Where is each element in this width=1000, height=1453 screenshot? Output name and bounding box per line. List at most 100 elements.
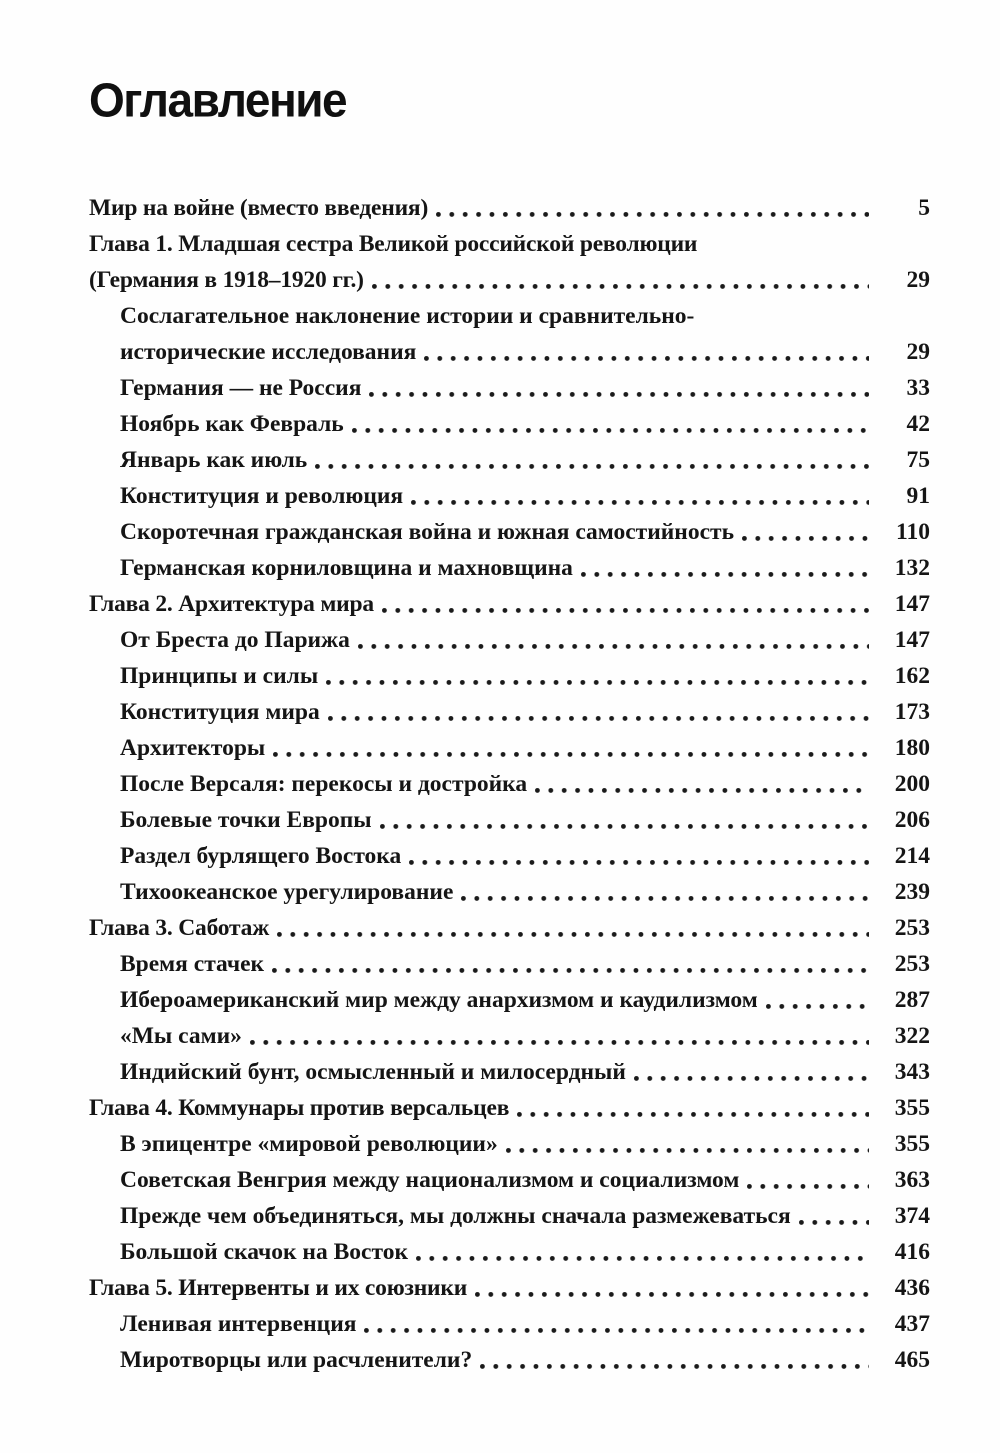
dot-leader	[580, 572, 869, 577]
toc-entry-text: Ноябрь как Февраль	[120, 411, 344, 437]
dot-leader	[249, 1040, 869, 1045]
dot-leader	[475, 1292, 869, 1297]
toc-entry: Советская Венгрия между национализмом и …	[89, 1162, 930, 1198]
toc-page-number: 436	[894, 1275, 930, 1301]
toc-entry: Сослагательное наклонение истории и срав…	[89, 298, 930, 334]
toc-entry: Глава 2. Архитектура мира 147	[89, 586, 930, 622]
dot-leader	[371, 284, 869, 289]
toc-entry-text: Глава 4. Коммунары против версальцев	[89, 1095, 510, 1121]
toc-entry: В эпицентре «мировой революции» 355	[89, 1126, 930, 1162]
toc-page-number: 355	[894, 1131, 930, 1157]
toc-page-number: 374	[894, 1203, 930, 1229]
toc-entry-text: Тихоокеанское урегулирование	[120, 879, 454, 905]
toc-page-number: 5	[918, 195, 930, 221]
toc-page-number: 253	[894, 915, 930, 941]
dot-leader	[364, 1328, 869, 1333]
toc-entry-text: Ибероамериканский мир между анархизмом и…	[120, 987, 758, 1013]
toc-entry-text: Принципы и силы	[120, 663, 319, 689]
toc-entry: Скоротечная гражданская война и южная са…	[89, 514, 930, 550]
toc-page-number: 416	[894, 1239, 930, 1265]
toc-entry-text: От Бреста до Парижа	[120, 627, 350, 653]
toc-page-number: 239	[894, 879, 930, 905]
toc-entry-text: Мир на войне (вместо введения)	[89, 195, 429, 221]
toc-entry: Архитекторы 180	[89, 730, 930, 766]
toc-entry: После Версаля: перекосы и достройка 200	[89, 766, 930, 802]
toc-page-number: 75	[906, 447, 931, 473]
toc-entry: Прежде чем объединяться, мы должны снача…	[89, 1198, 930, 1234]
dot-leader	[273, 752, 869, 757]
toc-entry: Глава 1. Младшая сестра Великой российск…	[89, 226, 930, 262]
toc-entry: Конституция мира 173	[89, 694, 930, 730]
toc-entry: Индийский бунт, осмысленный и милосердны…	[89, 1054, 930, 1090]
dot-leader	[480, 1364, 869, 1369]
dot-leader	[633, 1076, 869, 1081]
toc-entry-text: Конституция мира	[120, 699, 320, 725]
toc-entry: От Бреста до Парижа 147	[89, 622, 930, 658]
dot-leader	[351, 428, 869, 433]
dot-leader	[747, 1184, 869, 1189]
toc-entry-text: Раздел бурлящего Востока	[120, 843, 402, 869]
dot-leader	[326, 680, 869, 685]
toc-entry: Большой скачок на Восток 416	[89, 1234, 930, 1270]
toc-entry: Раздел бурлящего Востока 214	[89, 838, 930, 874]
toc-entry-text: Глава 1. Младшая сестра Великой российск…	[89, 231, 698, 257]
toc-entry: (Германия в 1918–1920 гг.) 29	[89, 262, 930, 298]
dot-leader	[765, 1004, 869, 1009]
dot-leader	[424, 356, 869, 361]
dot-leader	[535, 788, 869, 793]
dot-leader	[369, 392, 869, 397]
toc-page-number: 29	[906, 339, 931, 365]
toc-entry-text: В эпицентре «мировой революции»	[120, 1131, 498, 1157]
toc-entry-text: Глава 5. Интервенты и их союзники	[89, 1275, 468, 1301]
dot-leader	[517, 1112, 869, 1117]
toc-page-number: 173	[894, 699, 930, 725]
toc-page-number: 180	[894, 735, 930, 761]
toc-entry: Время стачек 253	[89, 946, 930, 982]
dot-leader	[357, 644, 869, 649]
dot-leader	[277, 932, 869, 937]
toc-entry-text: (Германия в 1918–1920 гг.)	[89, 267, 364, 293]
toc-list: Мир на войне (вместо введения) 5 Глава 1. …	[89, 190, 930, 1378]
toc-page-number: 322	[894, 1023, 930, 1049]
toc-page-number: 465	[894, 1347, 930, 1373]
toc-entry: Принципы и силы 162	[89, 658, 930, 694]
toc-entry-text: Время стачек	[120, 951, 265, 977]
toc-entry: Глава 5. Интервенты и их союзники 436	[89, 1270, 930, 1306]
dot-leader	[315, 464, 869, 469]
toc-page-number: 253	[894, 951, 930, 977]
toc-page-number: 437	[894, 1311, 930, 1337]
toc-page-number: 132	[894, 555, 930, 581]
toc-page-number: 91	[906, 483, 931, 509]
toc-entry: Глава 4. Коммунары против версальцев 355	[89, 1090, 930, 1126]
toc-entry-text: После Версаля: перекосы и достройка	[120, 771, 528, 797]
toc-page-number: 343	[894, 1059, 930, 1085]
toc-page-number: 200	[894, 771, 930, 797]
dot-leader	[436, 212, 869, 217]
toc-entry: Германия — не Россия 33	[89, 370, 930, 406]
dot-leader	[798, 1220, 869, 1225]
toc-entry: исторические исследования 29	[89, 334, 930, 370]
toc-page-number: 147	[894, 591, 930, 617]
dot-leader	[415, 1256, 869, 1261]
toc-page-number: 33	[906, 375, 931, 401]
dot-leader	[742, 536, 869, 541]
toc-entry-text: Большой скачок на Восток	[120, 1239, 408, 1265]
toc-entry-text: Скоротечная гражданская война и южная са…	[120, 519, 734, 545]
toc-entry-text: Глава 2. Архитектура мира	[89, 591, 374, 617]
toc-entry: Конституция и революция 91	[89, 478, 930, 514]
toc-entry: Январь как июль 75	[89, 442, 930, 478]
toc-page-number: 363	[894, 1167, 930, 1193]
toc-entry-text: Прежде чем объединяться, мы должны снача…	[120, 1203, 791, 1229]
toc-entry: Ленивая интервенция 437	[89, 1306, 930, 1342]
toc-entry-text: Январь как июль	[120, 447, 308, 473]
toc-page-number: 110	[896, 519, 930, 545]
toc-entry-text: Сослагательное наклонение истории и срав…	[120, 303, 695, 329]
toc-entry-text: Миротворцы или расчленители?	[120, 1347, 473, 1373]
toc-entry: Германская корниловщина и махновщина 132	[89, 550, 930, 586]
toc-entry-text: Германская корниловщина и махновщина	[120, 555, 573, 581]
toc-entry-text: исторические исследования	[120, 339, 417, 365]
toc-entry-text: Архитекторы	[120, 735, 266, 761]
toc-entry: Глава 3. Саботаж 253	[89, 910, 930, 946]
toc-page-number: 42	[906, 411, 931, 437]
